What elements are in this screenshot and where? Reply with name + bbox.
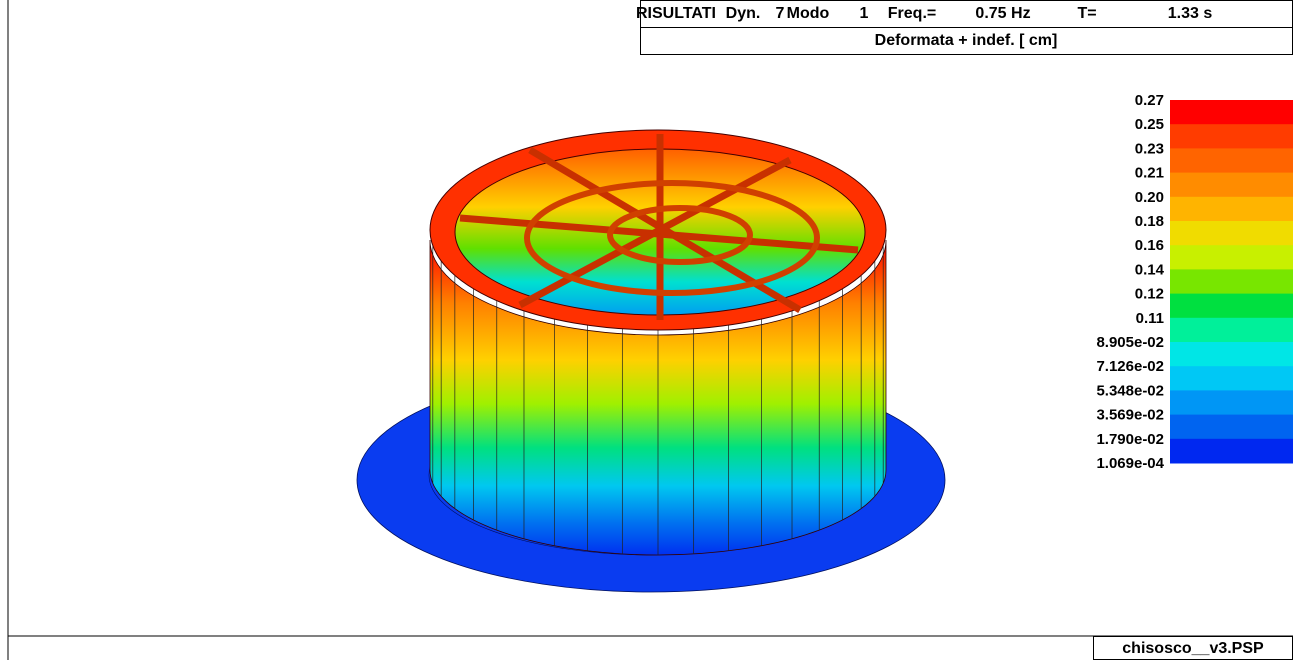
- legend-label: 1.790e-02: [1096, 431, 1164, 448]
- header-subtitle: Deformata + indef. [ cm]: [875, 32, 1058, 49]
- header-field: Dyn.: [726, 5, 761, 22]
- legend-swatch: [1170, 173, 1293, 198]
- header-field: 1.33 s: [1168, 5, 1213, 22]
- legend-swatch: [1170, 342, 1293, 367]
- legend-label: 5.348e-02: [1096, 382, 1164, 399]
- legend: 0.27 0.25 0.23 0.21 0.20 0.18 0.16 0.14 0.12 0.11…: [1096, 92, 1293, 472]
- legend-label: 8.905e-02: [1096, 334, 1164, 351]
- legend-swatch: [1170, 318, 1293, 343]
- legend-swatch: [1170, 415, 1293, 440]
- legend-label: 0.12: [1135, 286, 1164, 303]
- legend-label: 7.126e-02: [1096, 358, 1164, 375]
- legend-swatch: [1170, 366, 1293, 391]
- header-field: 0.75 Hz: [975, 5, 1030, 22]
- legend-label: 1.069e-04: [1096, 455, 1164, 472]
- header-field: 7: [776, 5, 785, 22]
- legend-swatch: [1170, 197, 1293, 222]
- legend-swatch: [1170, 294, 1293, 319]
- file-name: chisosco__v3.PSP: [1122, 640, 1264, 657]
- legend-label: 3.569e-02: [1096, 407, 1164, 424]
- legend-label: 0.25: [1135, 116, 1164, 133]
- legend-swatch: [1170, 269, 1293, 294]
- header-field: RISULTATI: [636, 5, 716, 22]
- legend-swatch: [1170, 148, 1293, 173]
- header-field: T=: [1077, 5, 1096, 22]
- legend-label: 0.16: [1135, 237, 1164, 254]
- legend-label: 0.27: [1135, 92, 1164, 109]
- legend-label: 0.23: [1135, 140, 1164, 157]
- legend-swatch: [1170, 245, 1293, 270]
- header-field: Freq.=: [888, 5, 936, 22]
- legend-label: 0.11: [1136, 310, 1164, 327]
- legend-label: 0.20: [1135, 189, 1164, 206]
- screen: RISULTATI Dyn. 7Modo 1 Freq.= 0.75 Hz T= 1.33 s…: [0, 0, 1293, 660]
- header-field: Modo: [787, 5, 830, 22]
- legend-swatch: [1170, 390, 1293, 415]
- header-field: 1: [860, 5, 869, 22]
- legend-swatch: [1170, 124, 1293, 149]
- model-view: [357, 130, 945, 592]
- legend-label: 0.21: [1135, 165, 1164, 182]
- legend-swatch: [1170, 100, 1293, 125]
- legend-label: 0.14: [1135, 261, 1165, 278]
- legend-label: 0.18: [1135, 213, 1164, 230]
- legend-swatch: [1170, 439, 1293, 464]
- legend-swatch: [1170, 221, 1293, 246]
